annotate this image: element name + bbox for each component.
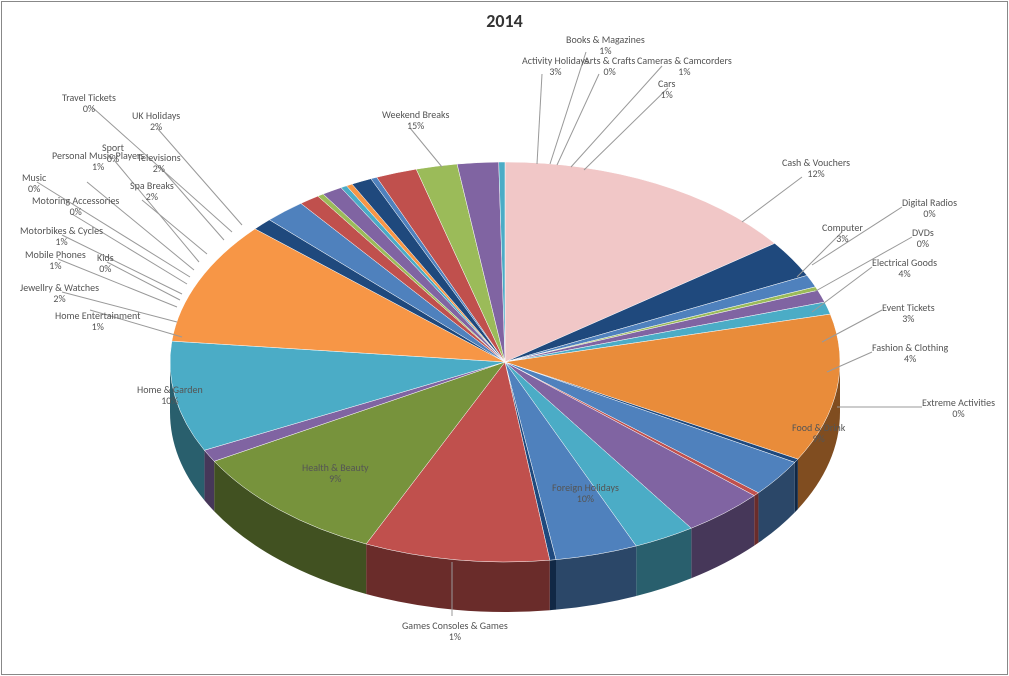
slice-label: Foreign Holidays10% [552, 482, 619, 504]
slice-label-pct: 2% [20, 293, 99, 304]
slice-label: Kids0% [97, 252, 114, 274]
slice-label-pct: 1% [20, 236, 103, 247]
slice-label: Food & Drink9% [792, 422, 845, 444]
slice-label-pct: 1% [52, 161, 144, 172]
slice-label: Health & Beauty9% [302, 462, 369, 484]
slice-label-pct: 2% [137, 163, 181, 174]
leader-line [557, 74, 599, 165]
slice-label-pct: 1% [55, 321, 141, 332]
slice-label: Cars1% [658, 78, 675, 100]
leader-line [584, 88, 668, 170]
slice-label-pct: 0% [22, 183, 46, 194]
leader-line [160, 167, 224, 240]
slice-label: Activity Holidays3% [522, 55, 589, 77]
slice-label: DVDs0% [912, 227, 934, 249]
slice-label-pct: 15% [382, 120, 449, 131]
slice-label: Digital Radios0% [902, 197, 957, 219]
slice-label: Books & Magazines1% [566, 34, 645, 56]
slice-label-pct: 1% [658, 89, 675, 100]
leader-line [114, 160, 199, 262]
leader-line [537, 74, 542, 164]
slice-label: Home Entertainment1% [55, 310, 141, 332]
slice-label-pct: 1% [402, 631, 508, 642]
slice-label: Extreme Activities0% [922, 397, 995, 419]
pie-side [795, 459, 798, 512]
leader-line [812, 267, 872, 312]
slice-label-pct: 0% [912, 238, 934, 249]
slice-label-pct: 0% [902, 208, 957, 219]
pie-side [754, 493, 758, 546]
slice-label: Home & Garden10% [137, 384, 203, 406]
pie-side [550, 560, 556, 611]
slice-label-pct: 2% [130, 191, 174, 202]
slice-label: Weekend Breaks15% [382, 109, 449, 131]
slice-label-pct: 12% [782, 168, 850, 179]
slice-label-pct: 3% [522, 66, 589, 77]
slice-label-pct: 1% [25, 260, 86, 271]
slice-label-pct: 3% [822, 233, 863, 244]
slice-label: Motorbikes & Cycles1% [20, 225, 103, 247]
slice-label: Mobile Phones1% [25, 249, 86, 271]
slice-label: UK Holidays2% [132, 110, 180, 132]
slice-label-pct: 10% [137, 395, 203, 406]
slice-label-pct: 0% [32, 206, 119, 217]
slice-label: Event Tickets3% [882, 302, 935, 324]
leader-line [742, 177, 802, 222]
slice-label: Electrical Goods4% [872, 257, 937, 279]
slice-label-pct: 0% [62, 103, 116, 114]
slice-label: Spa Breaks2% [130, 180, 174, 202]
leader-line [107, 262, 180, 300]
leader-line [142, 200, 207, 254]
slice-label-pct: 0% [97, 263, 114, 274]
slice-label-pct: 4% [872, 268, 937, 279]
chart-frame: 2014 Weekend Breaks15%Activity Holidays3… [1, 1, 1008, 675]
slice-label-pct: 9% [302, 473, 369, 484]
slice-label-pct: 4% [872, 353, 948, 364]
slice-label-pct: 10% [552, 493, 619, 504]
slice-label-pct: 3% [882, 313, 935, 324]
slice-label: Sport0% [102, 142, 124, 164]
slice-label: Travel Tickets0% [62, 92, 116, 114]
slice-label-pct: 0% [102, 153, 124, 164]
slice-label: Arts & Crafts0% [584, 55, 635, 77]
slice-label-pct: 0% [922, 408, 995, 419]
slice-label-pct: 2% [132, 121, 180, 132]
slice-label: Jewellry & Watches2% [20, 282, 99, 304]
slice-label: Fashion & Clothing4% [872, 342, 948, 364]
slice-label: Computer3% [822, 222, 863, 244]
slice-label: Televisions2% [137, 152, 181, 174]
leader-line [410, 128, 442, 167]
pie-chart [2, 2, 1007, 674]
slice-label: Motoring Accessories0% [32, 195, 119, 217]
slice-label-pct: 0% [584, 66, 635, 77]
slice-label: Cash & Vouchers12% [782, 157, 850, 179]
slice-label: Games Consoles & Games1% [402, 620, 508, 642]
slice-label: Personal Music Players1% [52, 150, 144, 172]
slice-label: Music0% [22, 172, 46, 194]
slice-label-pct: 9% [792, 433, 845, 444]
slice-label-pct: 1% [637, 66, 732, 77]
leader-line [571, 66, 662, 167]
slice-label: Cameras & Camcorders1% [637, 55, 732, 77]
